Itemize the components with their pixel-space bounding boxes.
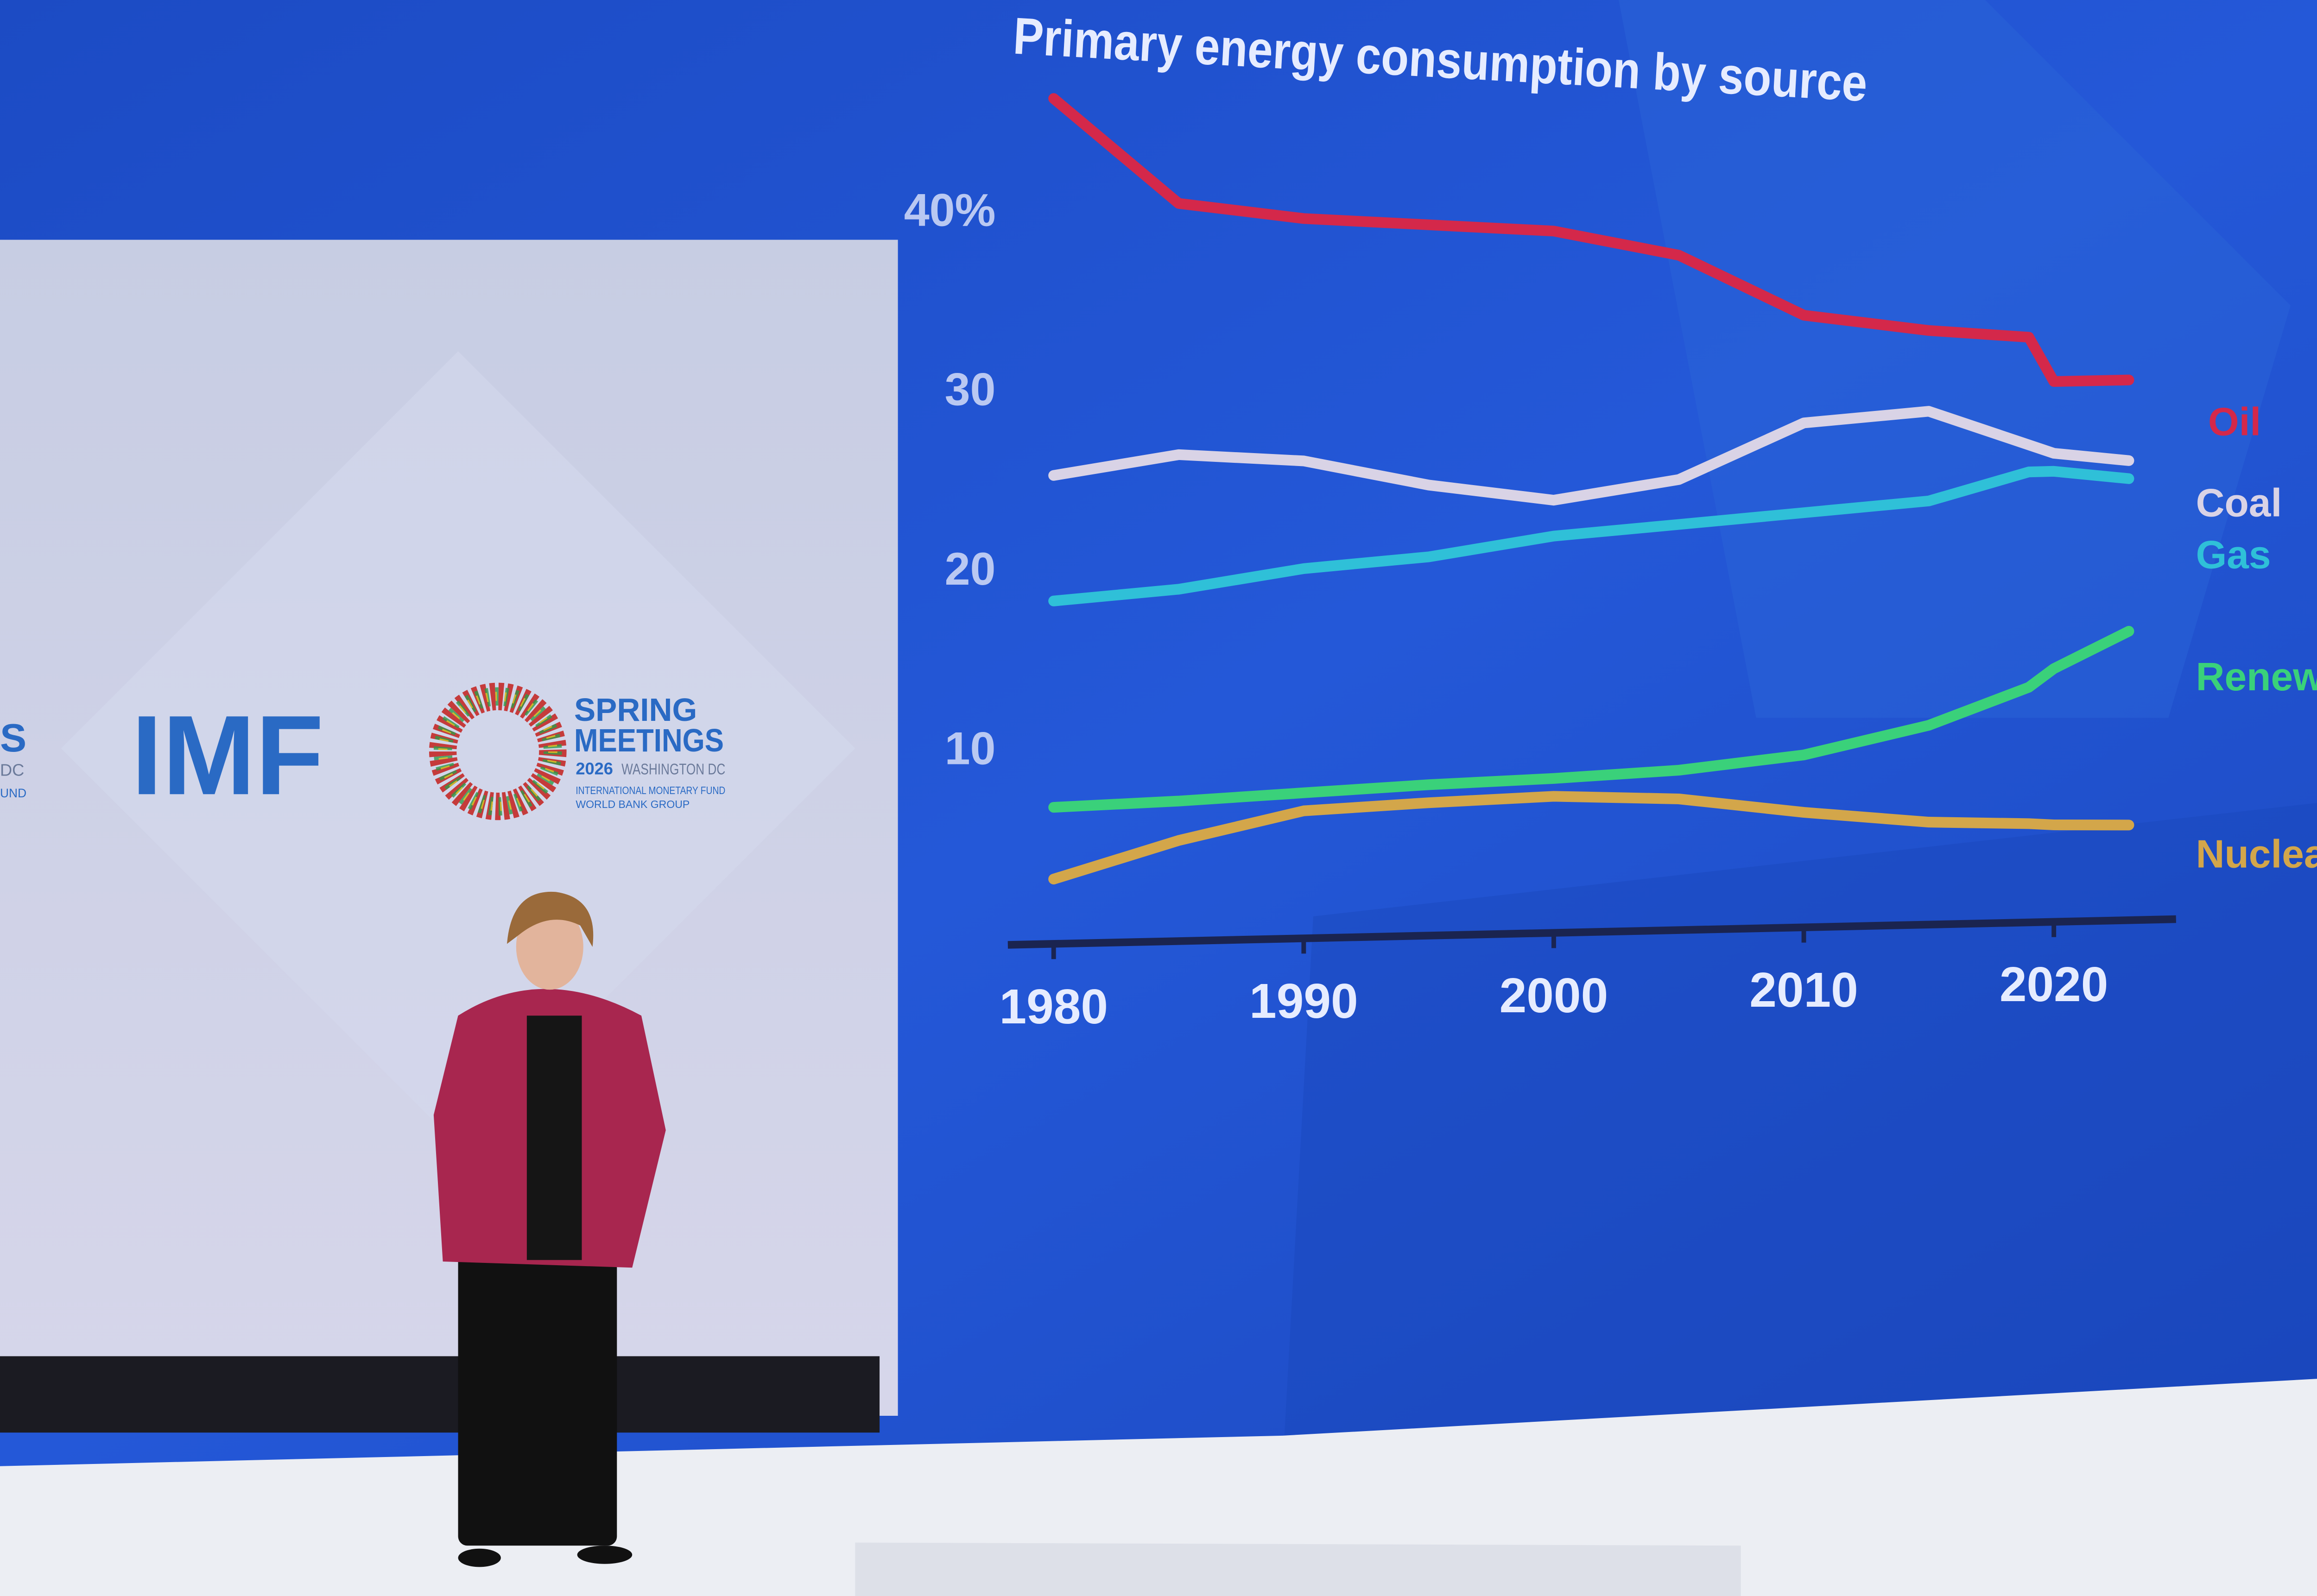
spring-meetings-line1: SPRING [574,692,697,728]
screen-pattern [1618,0,2291,718]
spring-meetings-location: WASHINGTON DC [621,760,725,777]
spring-meetings-org2: WORLD BANK GROUP [576,798,690,810]
x-tick-label: 1980 [999,980,1108,1034]
y-tick-label: 10 [945,722,996,774]
stage-step [855,1542,1741,1596]
x-axis-line [1007,915,2176,949]
partial-logo: S [0,716,26,760]
series-line-coal [1048,406,2134,506]
series-line-renewables [1048,625,2134,813]
x-tick-label: 1990 [1249,974,1358,1028]
y-tick-label: 30 [945,364,996,415]
y-tick-label: 20 [945,543,996,594]
series-label-nuclear: Nuclear [2196,832,2317,876]
partial-logo-sub: UND [0,786,26,800]
series-label-renewables: Renewables [2196,655,2317,699]
speaker [433,891,666,1567]
y-tick-label: 40% [904,184,996,235]
series-line-oil [1048,93,2134,387]
imf-logo: IMF [131,692,323,818]
series-label-coal: Coal [2196,480,2282,525]
series-line-gas [1048,466,2134,606]
screen-pattern [1283,803,2317,1466]
spring-meetings-line2: MEETINGS [574,722,724,758]
x-tick-label: 2010 [1749,963,1858,1017]
series-label-oil: Oil [2208,400,2261,444]
spring-meetings-org1: INTERNATIONAL MONETARY FUND [576,784,725,796]
spring-meetings-year: 2026 [576,759,613,778]
flags-ring-logo [429,682,567,820]
stage-rail [0,1356,880,1433]
series-label-gas: Gas [2196,532,2271,577]
partial-logo-sub: DC [0,761,24,780]
series-line-nuclear [1048,791,2134,885]
x-tick-label: 2000 [1500,969,1608,1023]
x-tick-label: 2020 [2000,958,2108,1012]
